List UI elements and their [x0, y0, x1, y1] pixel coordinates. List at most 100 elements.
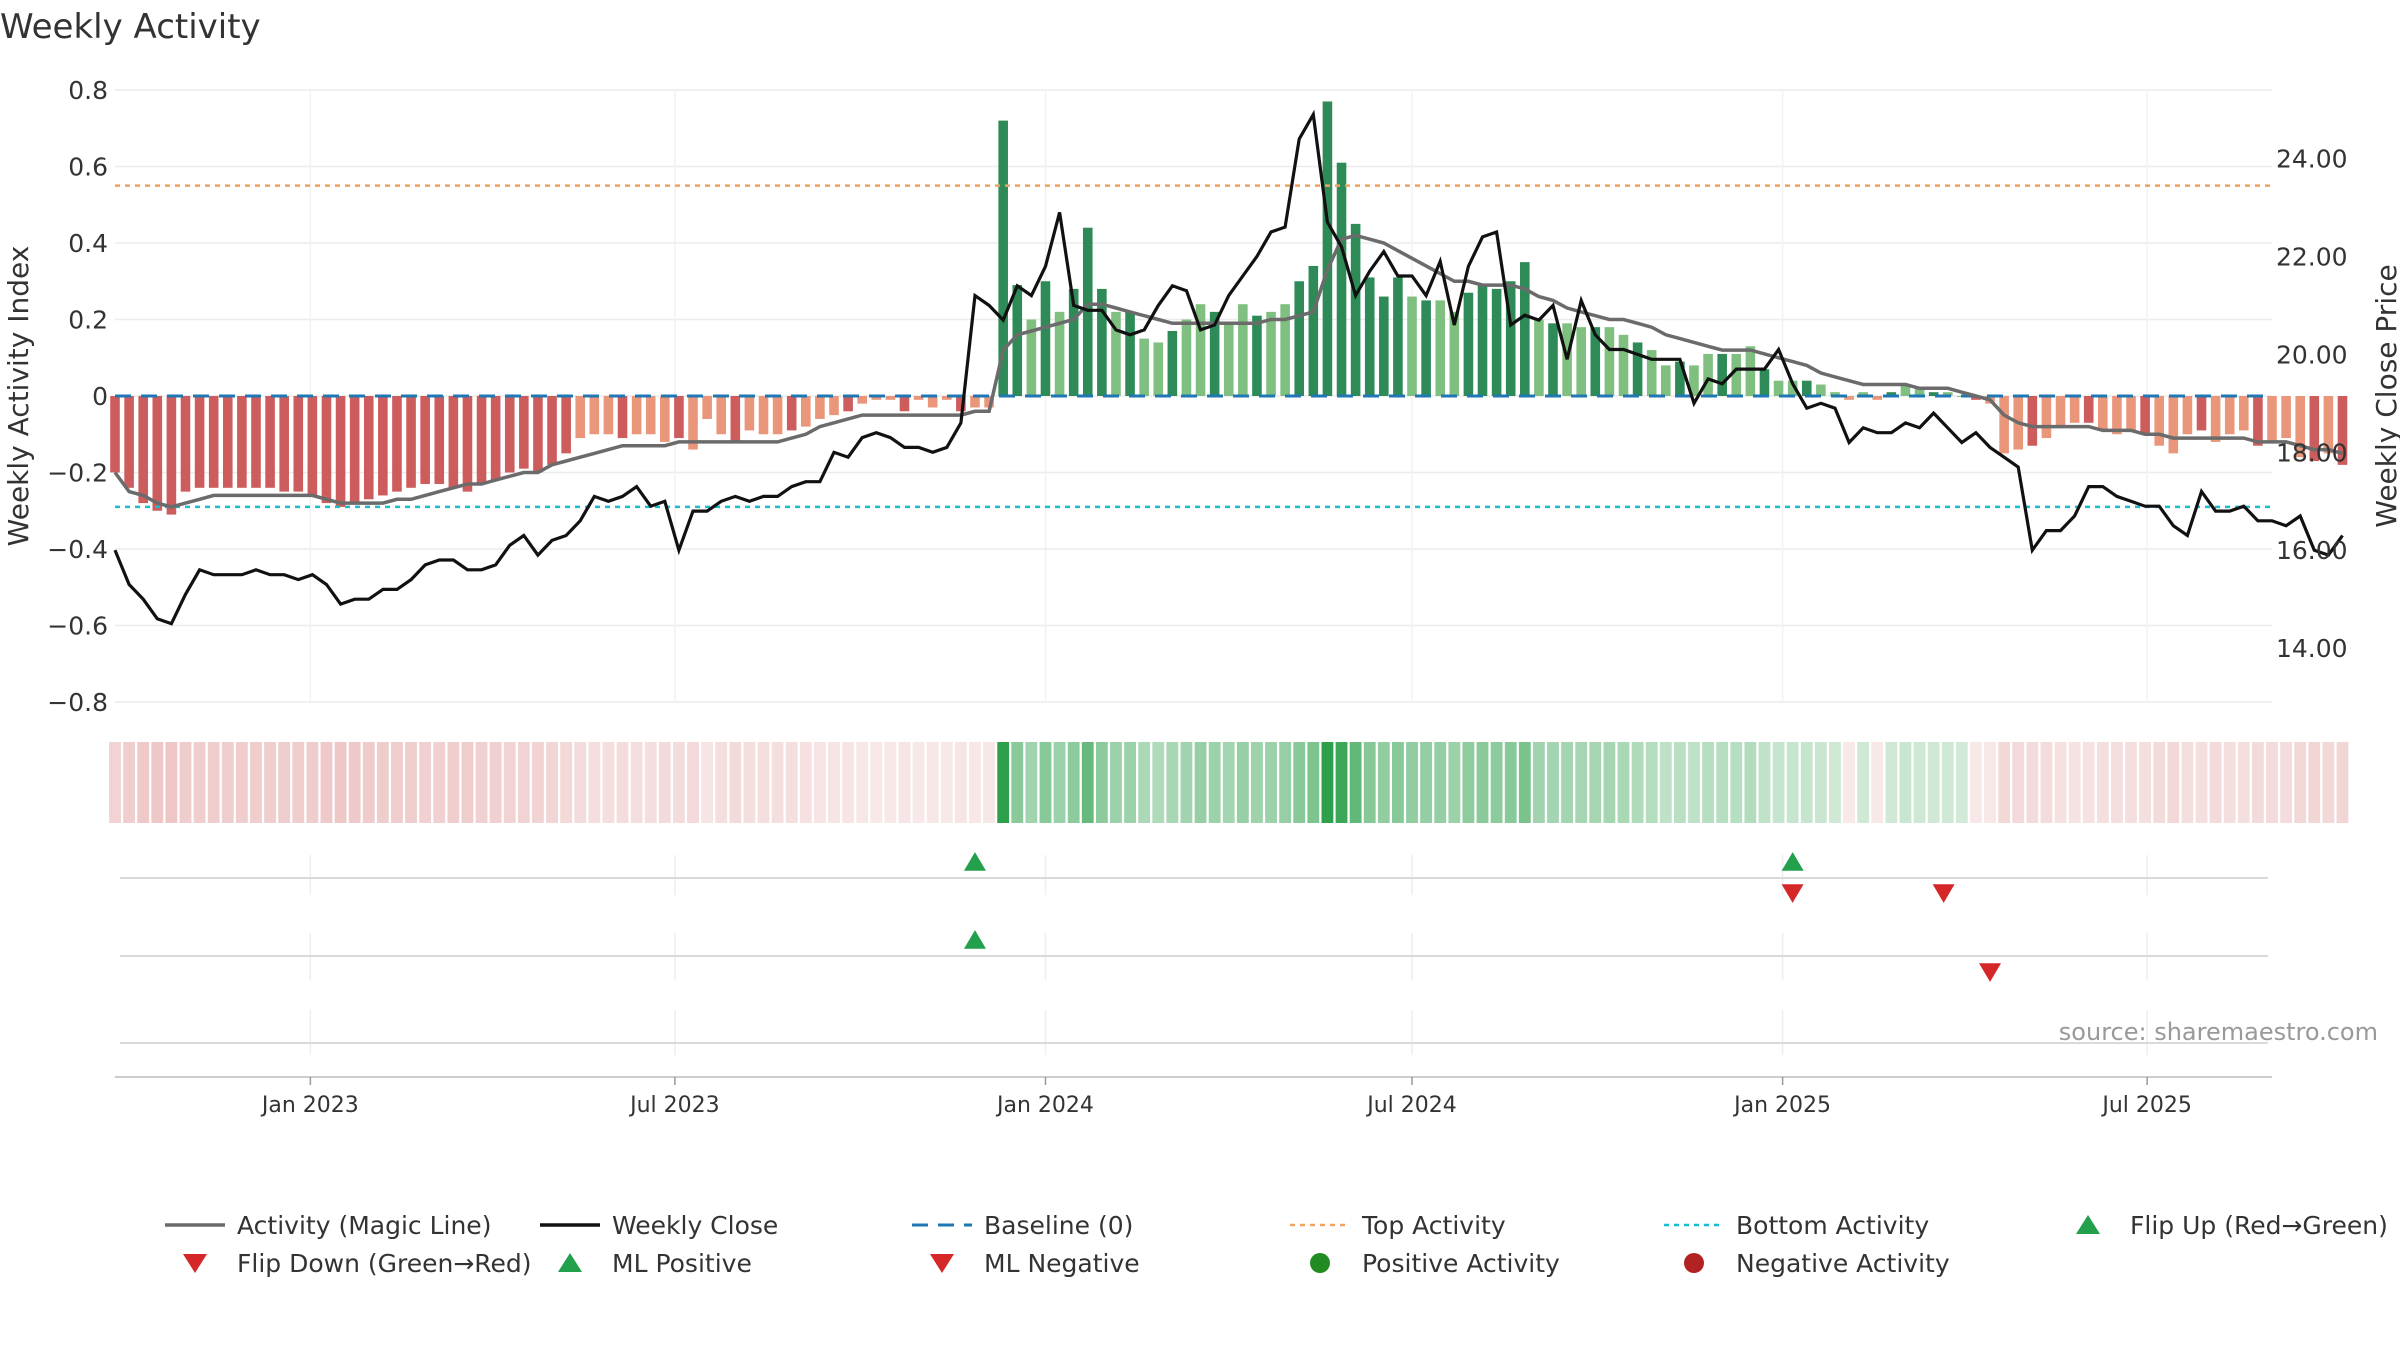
activity-bar [533, 396, 543, 473]
ml-positive-marker [963, 930, 986, 949]
heat-cell [1575, 742, 1588, 823]
activity-bar [1322, 101, 1333, 396]
heat-cell [574, 742, 587, 823]
heat-cell [1899, 742, 1912, 823]
heat-cell [1547, 742, 1559, 823]
heat-cell [1349, 742, 1362, 823]
activity-bar [1111, 311, 1121, 396]
heat-cell [1053, 742, 1066, 823]
y-tick-label: −0.4 [47, 535, 108, 564]
activity-bar [913, 396, 924, 400]
heat-cell [362, 742, 375, 823]
activity-bar [1830, 392, 1840, 396]
activity-bar [1026, 319, 1037, 396]
heat-cell [658, 742, 671, 823]
activity-bar [1872, 396, 1883, 400]
activity-bar [1421, 300, 1431, 396]
activity-bar [2112, 396, 2122, 435]
flip-down-marker [1932, 884, 1955, 903]
activity-bar [363, 396, 374, 500]
activity-bar [1097, 288, 1107, 396]
activity-bar [1012, 285, 1023, 396]
legend-swatch [930, 1254, 954, 1273]
heat-cell [235, 742, 248, 823]
heat-cell [320, 742, 333, 823]
activity-bar [561, 396, 571, 454]
y-tick-label: 0.6 [68, 153, 108, 182]
legend: Activity (Magic Line) Weekly Close Baselin… [165, 1211, 2388, 1278]
activity-bar [208, 396, 219, 488]
heat-cell [870, 742, 883, 823]
heat-cell [2209, 742, 2222, 823]
activity-bar [2323, 396, 2334, 454]
heat-cell [447, 742, 460, 823]
heat-cell [2280, 742, 2293, 823]
activity-bar [2239, 396, 2249, 431]
heat-cell [1843, 742, 1855, 823]
heat-cell [969, 742, 981, 823]
activity-bar [2253, 396, 2263, 446]
heat-cell [1208, 742, 1221, 823]
legend-swatch [2076, 1215, 2100, 1234]
activity-bar [1646, 350, 1657, 396]
activity-bar [730, 396, 741, 442]
activity-bar [589, 396, 600, 435]
heat-cell [1800, 742, 1813, 823]
activity-bar [603, 396, 614, 435]
heat-cell [912, 742, 925, 823]
heat-cell [1504, 742, 1517, 823]
activity-bar [716, 396, 727, 435]
axes-layer: 0.8 0.6 0.4 0.2 0 −0.2 −0.4 −0.6 −0.8 24.00 22.00 2… [47, 76, 2347, 1118]
heat-cell [1476, 742, 1489, 823]
heat-cell [1659, 742, 1672, 823]
activity-bar [1195, 304, 1206, 396]
heat-cell [1194, 742, 1207, 823]
activity-bar [815, 396, 825, 419]
activity-bar [1308, 265, 1319, 396]
heat-cell [1152, 742, 1165, 823]
heat-cell [517, 742, 530, 823]
heat-cell [2237, 742, 2250, 823]
activity-bar [801, 396, 811, 427]
legend-swatch [183, 1254, 207, 1273]
heat-cell [1617, 742, 1630, 823]
heat-cell [2153, 742, 2166, 823]
activity-bar [2154, 396, 2165, 446]
activity-bar [1928, 392, 1939, 396]
heat-cell [1138, 742, 1151, 823]
activity-bar [2126, 396, 2136, 431]
activity-bar [166, 396, 177, 515]
heat-cell [1462, 742, 1475, 823]
heat-cell [757, 742, 770, 823]
legend-swatch [558, 1253, 582, 1272]
heat-cell [2336, 742, 2349, 823]
heat-cell [1081, 742, 1094, 823]
activity-bar [448, 396, 459, 488]
heat-cell [193, 742, 206, 823]
heat-cell [842, 742, 855, 823]
activity-bar [927, 396, 938, 408]
activity-bar [941, 396, 952, 400]
activity-bar [758, 396, 769, 435]
heat-cell [475, 742, 488, 823]
activity-bar [2210, 396, 2221, 442]
heat-cell [1110, 742, 1122, 823]
activity-bar [1238, 304, 1248, 396]
activity-bar [1125, 311, 1135, 396]
y-tick-label: 0.2 [68, 306, 108, 335]
heat-cell [461, 742, 474, 823]
activity-bar [1660, 365, 1671, 396]
heat-cell [2181, 742, 2194, 823]
legend-label: Bottom Activity [1736, 1211, 1929, 1240]
activity-bar [899, 396, 910, 412]
activity-bar [335, 396, 346, 507]
activity-bar [843, 396, 853, 412]
heat-cell [588, 742, 601, 823]
activity-bar [1294, 281, 1305, 396]
activity-bar [1604, 327, 1615, 396]
heat-cell [1744, 742, 1757, 823]
heat-cell [348, 742, 361, 823]
activity-bar [1491, 288, 1502, 396]
activity-bar [1463, 292, 1474, 396]
